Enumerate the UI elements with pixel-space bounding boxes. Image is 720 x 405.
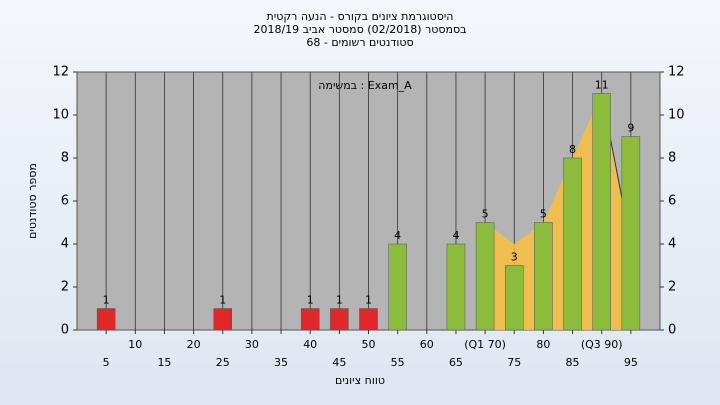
x-tick-label: 10 <box>128 338 142 351</box>
y2-tick-label: 2 <box>668 280 676 295</box>
x-tick-label: 60 <box>420 338 434 351</box>
y2-tick-label: 8 <box>668 151 676 166</box>
bar-value-label: 9 <box>627 122 634 135</box>
bar-value-label: 11 <box>595 79 609 92</box>
x-tick-label: 40 <box>303 338 317 351</box>
bar-value-label: 1 <box>219 294 226 307</box>
chart-title: היסטוגרמת ציונים בקורס - הנעה רקטית <box>267 10 454 23</box>
bar-value-label: 3 <box>511 251 518 264</box>
x-tick-label: 30 <box>245 338 259 351</box>
y2-tick-label: 12 <box>668 65 685 80</box>
bar <box>475 222 495 331</box>
bar-value-label: 5 <box>482 208 489 221</box>
bar <box>446 243 466 331</box>
y2-tick-label: 4 <box>668 237 676 252</box>
chart-subtitle: בסמסטר (02/2018) סמסטר אביב 2018/19 <box>253 23 466 36</box>
x-tick-label: 20 <box>187 338 201 351</box>
chart-subtitle: סטודנטים רשומים - 68 <box>306 36 413 49</box>
bar <box>96 308 116 331</box>
x-tick-label: (Q1 70) <box>464 338 506 351</box>
y-tick-label: 4 <box>61 237 69 252</box>
x-tick-label: 35 <box>274 356 288 369</box>
x-tick-label: 65 <box>449 356 463 369</box>
y2-tick-label: 10 <box>668 108 685 123</box>
bar-value-label: 4 <box>394 229 401 242</box>
y-axis-label: מספר סטודנטים <box>26 163 39 239</box>
y-tick-label: 6 <box>61 194 69 209</box>
x-tick-label: 45 <box>332 356 346 369</box>
x-tick-label: 55 <box>391 356 405 369</box>
x-tick-label: 75 <box>507 356 521 369</box>
y-tick-label: 0 <box>61 323 69 338</box>
x-tick-label: 85 <box>566 356 580 369</box>
bar-value-label: 1 <box>336 294 343 307</box>
x-tick-label: 25 <box>216 356 230 369</box>
bar-value-label: 1 <box>307 294 314 307</box>
bar <box>621 136 641 331</box>
x-tick-label: 15 <box>157 356 171 369</box>
annotation: במשימה : Exam_A <box>318 79 412 92</box>
bar-value-label: 4 <box>452 229 459 242</box>
x-tick-label: 5 <box>103 356 110 369</box>
x-tick-label: (Q3 90) <box>581 338 623 351</box>
bar-value-label: 1 <box>365 294 372 307</box>
bar-value-label: 1 <box>103 294 110 307</box>
bar <box>505 265 524 331</box>
bar <box>300 308 320 331</box>
bar <box>534 222 553 331</box>
x-tick-label: 80 <box>536 338 550 351</box>
y-tick-label: 8 <box>61 151 69 166</box>
y-tick-label: 10 <box>52 108 69 123</box>
bar <box>592 93 611 331</box>
bar-value-label: 5 <box>540 208 547 221</box>
x-tick-label: 95 <box>624 356 638 369</box>
bar-value-label: 8 <box>569 143 576 156</box>
bar <box>213 308 232 331</box>
x-axis-label: טווח ציונים <box>335 374 385 387</box>
y-tick-label: 2 <box>61 280 69 295</box>
y2-tick-label: 6 <box>668 194 676 209</box>
bar <box>359 308 378 331</box>
bar <box>330 308 349 331</box>
y2-tick-label: 0 <box>668 323 676 338</box>
bar <box>563 157 582 331</box>
x-tick-label: 50 <box>362 338 376 351</box>
y-tick-label: 12 <box>52 65 69 80</box>
bar <box>388 243 407 331</box>
